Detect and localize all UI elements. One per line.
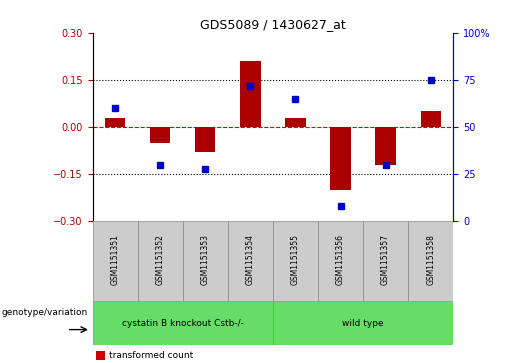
Bar (331, 127, 351, 190)
Bar (96, 351, 106, 360)
Text: GSM1151356: GSM1151356 (336, 234, 345, 285)
Bar (375, 127, 396, 165)
Bar (408, 221, 453, 301)
Text: GSM1151354: GSM1151354 (246, 234, 255, 285)
Text: genotype/variation: genotype/variation (2, 308, 88, 317)
Bar (273, 301, 453, 345)
Bar (93, 221, 138, 301)
Bar (105, 118, 125, 127)
Bar (183, 221, 228, 301)
Text: GSM1151352: GSM1151352 (156, 234, 165, 285)
Bar (138, 221, 183, 301)
Text: GSM1151351: GSM1151351 (111, 234, 119, 285)
Bar (93, 301, 273, 345)
Text: GSM1151358: GSM1151358 (426, 234, 435, 285)
Bar (363, 221, 408, 301)
Title: GDS5089 / 1430627_at: GDS5089 / 1430627_at (200, 19, 346, 32)
Text: GSM1151353: GSM1151353 (201, 234, 210, 285)
Bar (421, 111, 441, 127)
Text: cystatin B knockout Cstb-/-: cystatin B knockout Cstb-/- (122, 319, 244, 327)
Text: GSM1151355: GSM1151355 (291, 234, 300, 285)
Text: GSM1151357: GSM1151357 (381, 234, 390, 285)
Bar (195, 127, 215, 152)
Bar (228, 221, 273, 301)
Text: wild type: wild type (342, 319, 384, 327)
Bar (273, 221, 318, 301)
Bar (241, 61, 261, 127)
Text: transformed count: transformed count (109, 351, 193, 360)
Bar (285, 118, 305, 127)
Bar (318, 221, 363, 301)
Bar (150, 127, 170, 143)
